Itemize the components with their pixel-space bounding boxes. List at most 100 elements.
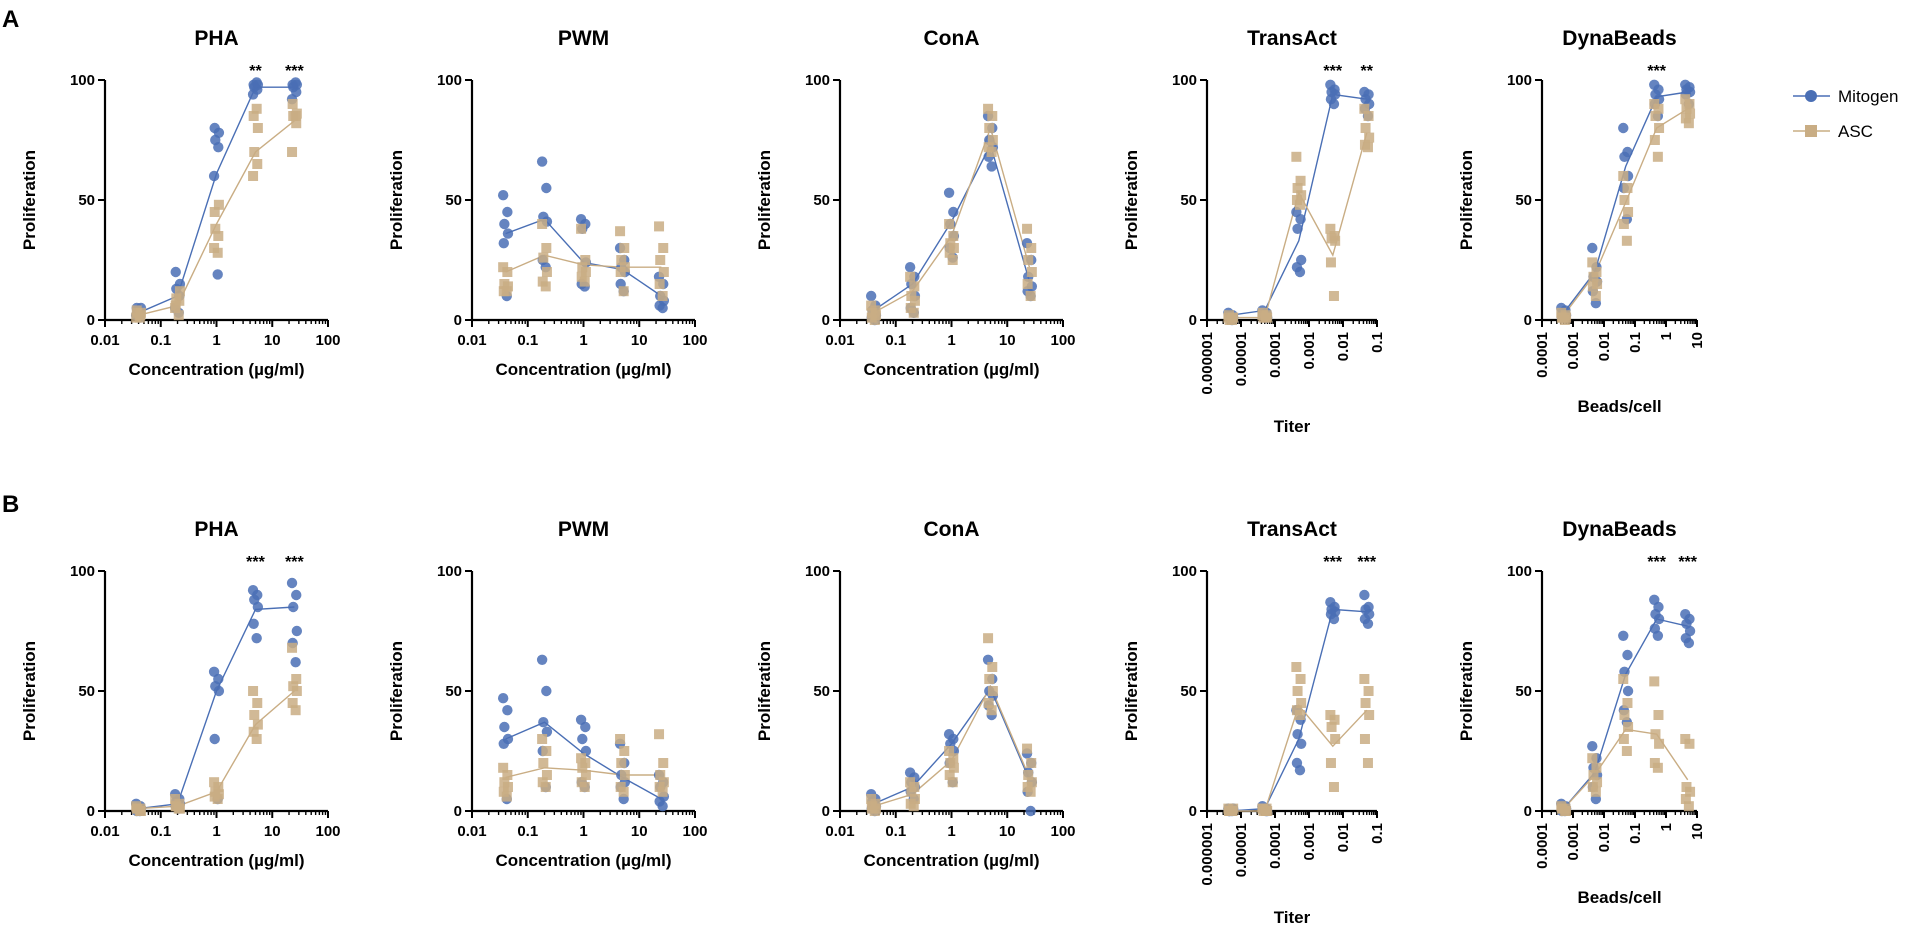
- significance-label: ***: [1678, 554, 1697, 571]
- data-point-asc: [580, 770, 591, 780]
- chart-title: TransAct: [1247, 27, 1337, 50]
- chart-title: ConA: [924, 27, 980, 50]
- data-point-asc: [1362, 758, 1373, 768]
- data-point-asc: [1683, 801, 1694, 812]
- data-point-asc: [1588, 271, 1599, 282]
- data-point-asc: [213, 231, 224, 241]
- data-point-asc: [541, 267, 552, 277]
- data-point-asc: [618, 786, 629, 797]
- series-line-mitogen: [1563, 91, 1688, 314]
- data-point-asc: [1363, 686, 1374, 696]
- y-tick-label: 50: [445, 683, 462, 700]
- data-point-asc: [291, 686, 302, 696]
- x-tick-label: 0.1: [150, 332, 171, 349]
- data-point-asc: [248, 111, 259, 121]
- data-point-asc: [1654, 123, 1665, 133]
- data-point-asc: [1590, 786, 1601, 797]
- data-point-asc: [986, 147, 997, 157]
- data-point-mitogen: [657, 801, 668, 812]
- data-point-asc: [290, 111, 301, 121]
- data-point-asc: [984, 674, 995, 684]
- data-point-asc: [987, 135, 998, 145]
- data-point-mitogen: [1622, 649, 1633, 661]
- y-tick-label: 100: [805, 72, 830, 89]
- data-point-asc: [1023, 255, 1034, 265]
- x-tick-label: 10: [1689, 332, 1706, 349]
- x-tick-label: 1: [579, 823, 587, 840]
- data-point-mitogen: [251, 633, 262, 644]
- data-point-mitogen: [1295, 214, 1306, 225]
- x-tick-label: 10: [264, 823, 281, 840]
- data-point-asc: [1026, 267, 1037, 277]
- data-point-asc: [1588, 770, 1599, 780]
- data-point-mitogen: [251, 77, 262, 88]
- x-tick-label: 0.0001: [1267, 823, 1284, 869]
- x-tick-label: 10: [264, 332, 281, 349]
- data-point-asc: [1022, 223, 1033, 234]
- data-point-asc: [1328, 782, 1339, 792]
- data-point-asc: [251, 103, 262, 114]
- data-point-mitogen: [1362, 618, 1374, 629]
- data-point-asc: [501, 286, 512, 297]
- y-axis-title: Proliferation: [20, 150, 39, 250]
- data-point-asc: [210, 223, 221, 234]
- chart-title: PWM: [558, 518, 609, 541]
- data-point-asc: [170, 300, 181, 311]
- data-point-mitogen: [502, 206, 513, 218]
- x-axis-title: Concentration (µg/ml): [863, 360, 1039, 379]
- data-point-asc: [1295, 674, 1306, 684]
- data-point-asc: [252, 719, 263, 730]
- data-point-asc: [1026, 758, 1037, 768]
- data-point-asc: [1362, 142, 1373, 153]
- x-tick-label: 0.1: [1627, 823, 1644, 844]
- data-point-mitogen: [1619, 151, 1630, 162]
- y-tick-label: 50: [1515, 683, 1532, 700]
- data-point-asc: [1325, 223, 1336, 234]
- data-point-asc: [1559, 315, 1570, 325]
- data-point-asc: [1330, 235, 1341, 246]
- data-point-asc: [1685, 786, 1696, 797]
- x-tick-label: 1: [947, 332, 955, 349]
- x-tick-label: 0.001: [1565, 332, 1582, 370]
- data-point-mitogen: [502, 228, 514, 239]
- data-point-asc: [1260, 312, 1271, 323]
- chart-title: PWM: [558, 27, 609, 50]
- data-point-asc: [538, 758, 549, 768]
- data-point-asc: [290, 705, 301, 716]
- data-point-asc: [1026, 243, 1037, 253]
- data-point-asc: [1619, 195, 1630, 205]
- data-point-asc: [1325, 758, 1336, 768]
- x-axis-title: Beads/cell: [1577, 888, 1661, 907]
- chart-a-cona: 0 50 100 0.01 0.1 1 10 100 ConA Proliferation Conc…: [755, 27, 1076, 379]
- data-point-asc: [1653, 103, 1664, 114]
- x-tick-label: 0.000001: [1199, 823, 1216, 886]
- data-point-asc: [171, 293, 182, 304]
- data-point-asc: [619, 243, 630, 253]
- data-point-asc: [1359, 103, 1370, 114]
- x-axis-title: Concentration (µg/ml): [128, 360, 304, 379]
- y-tick-label: 100: [1507, 563, 1532, 580]
- x-tick-label: 0.01: [1335, 823, 1352, 852]
- data-point-asc: [579, 782, 590, 792]
- data-point-mitogen: [1618, 630, 1629, 641]
- data-point-mitogen: [948, 206, 959, 218]
- x-tick-label: 1: [212, 823, 220, 840]
- data-point-asc: [134, 806, 145, 816]
- data-point-asc: [249, 710, 260, 720]
- data-point-asc: [1291, 662, 1302, 672]
- x-tick-label: 0.00001: [1233, 823, 1250, 877]
- data-point-asc: [1619, 710, 1630, 720]
- data-point-asc: [1359, 674, 1370, 684]
- data-point-mitogen: [865, 290, 877, 302]
- data-point-mitogen: [1622, 685, 1634, 697]
- data-point-mitogen: [1025, 805, 1036, 817]
- data-point-asc: [1652, 762, 1663, 773]
- data-point-asc: [1652, 151, 1663, 162]
- data-point-asc: [134, 312, 145, 323]
- data-point-asc: [248, 171, 259, 181]
- data-point-asc: [905, 271, 916, 282]
- data-point-asc: [580, 255, 591, 265]
- data-point-asc: [287, 698, 298, 708]
- y-tick-label: 100: [1172, 72, 1197, 89]
- data-point-asc: [1328, 291, 1339, 301]
